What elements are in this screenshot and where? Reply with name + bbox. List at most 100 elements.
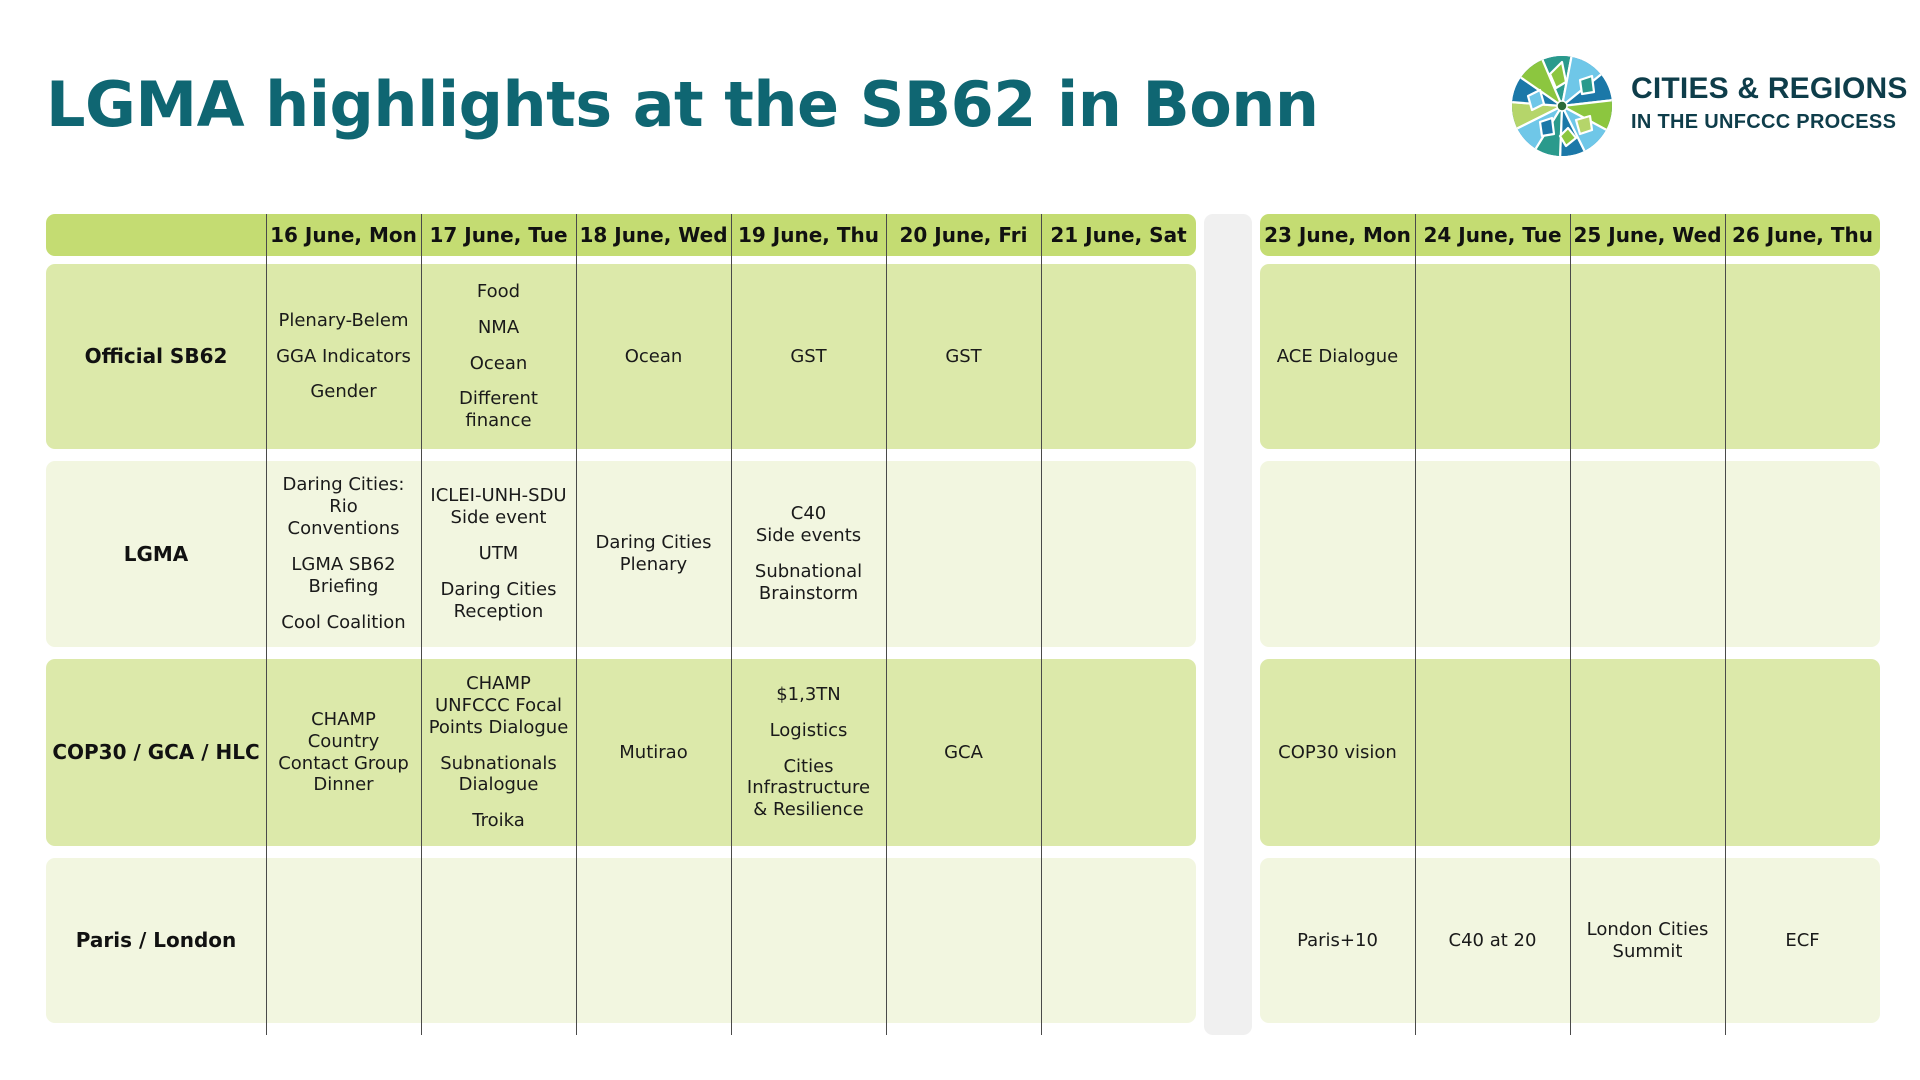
row-label: Official SB62 xyxy=(84,344,228,369)
event-item: CHAMP Country Contact Group Dinner xyxy=(278,708,409,796)
day-header: 21 June, Sat xyxy=(1050,222,1187,247)
schedule-cell xyxy=(731,858,886,1023)
event-item: GCA xyxy=(944,741,983,763)
schedule-cell xyxy=(1041,461,1196,647)
event-item: Ocean xyxy=(624,345,683,367)
event-item: ACE Dialogue xyxy=(1276,345,1399,367)
schedule-cell: ICLEI-UNH-SDU Side event UTM Daring Cities… xyxy=(421,461,576,647)
event-item: GGA Indicators xyxy=(276,345,411,367)
event-item: Daring Cities Reception xyxy=(440,578,557,622)
schedule-cell: GST xyxy=(731,264,886,449)
day-header: 16 June, Mon xyxy=(270,222,417,247)
logo-title: CITIES & REGIONS xyxy=(1631,72,1908,105)
schedule-cell xyxy=(1725,264,1880,449)
day-header: 23 June, Mon xyxy=(1264,222,1411,247)
mosaic-globe-icon xyxy=(1512,56,1612,156)
schedule-cell xyxy=(886,461,1041,647)
schedule-cell xyxy=(1415,264,1570,449)
week-gap-spacer xyxy=(1204,214,1252,1035)
event-item: Daring Cities Plenary xyxy=(595,532,712,575)
column-divider xyxy=(421,214,422,1035)
schedule-cell: C40 Side events Subnational Brainstorm xyxy=(731,461,886,647)
schedule-cell: COP30 vision xyxy=(1260,659,1415,846)
schedule-cell xyxy=(1260,461,1415,647)
column-divider xyxy=(1570,214,1571,1035)
column-divider xyxy=(1725,214,1726,1035)
column-divider xyxy=(1041,214,1042,1035)
event-item: Subnationals Dialogue xyxy=(440,752,557,796)
schedule-cell xyxy=(1041,659,1196,846)
schedule-cell xyxy=(576,858,731,1023)
day-header: 20 June, Fri xyxy=(899,222,1028,247)
row-band-week1 xyxy=(46,858,1196,1023)
event-item: LGMA SB62 Briefing xyxy=(291,554,396,597)
logo-subtitle: IN THE UNFCCC PROCESS xyxy=(1631,111,1897,133)
row-band-week1 xyxy=(46,659,1196,846)
event-item: Cool Coalition xyxy=(281,611,406,633)
day-header: 17 June, Tue xyxy=(429,222,568,247)
event-item: Subnational Brainstorm xyxy=(754,561,863,604)
row-label: LGMA xyxy=(123,541,189,566)
schedule-cell xyxy=(1725,461,1880,647)
event-item: Logistics xyxy=(769,719,848,741)
column-divider xyxy=(731,214,732,1035)
schedule-cell xyxy=(266,858,421,1023)
schedule-cell xyxy=(1570,264,1725,449)
event-item: C40 at 20 xyxy=(1448,929,1537,951)
event-item: GST xyxy=(945,345,982,367)
schedule-cell: ACE Dialogue xyxy=(1260,264,1415,449)
event-item: Cities Infrastructure & Resilience xyxy=(746,755,871,821)
schedule-cell: Food NMA Ocean Different finance xyxy=(421,264,576,449)
schedule-cell xyxy=(1415,461,1570,647)
schedule-cell xyxy=(1041,264,1196,449)
schedule-cell: CHAMP Country Contact Group Dinner xyxy=(266,659,421,846)
day-header: 25 June, Wed xyxy=(1573,222,1722,247)
event-item: CHAMP UNFCCC Focal Points Dialogue xyxy=(428,672,569,738)
page-title: LGMA highlights at the SB62 in Bonn xyxy=(46,68,1319,141)
schedule-cell xyxy=(1041,858,1196,1023)
schedule-cell xyxy=(1415,659,1570,846)
row-label: Paris / London xyxy=(75,928,237,953)
schedule-cell xyxy=(1570,659,1725,846)
event-item: Daring Cities: Rio Conventions xyxy=(282,474,405,540)
event-item: ECF xyxy=(1785,929,1820,951)
event-item: UTM xyxy=(478,543,519,565)
event-item: Different finance xyxy=(459,388,538,432)
schedule-cell: $1,3TN Logistics Cities Infrastructure & R… xyxy=(731,659,886,846)
schedule-cell: Daring Cities Plenary xyxy=(576,461,731,647)
event-item: ICLEI-UNH-SDU Side event xyxy=(430,485,567,529)
column-divider xyxy=(266,214,267,1035)
schedule-table: 16 June, Mon 17 June, Tue 18 June, Wed 19 J… xyxy=(46,214,1880,1035)
event-item: Gender xyxy=(310,381,377,403)
schedule-cell: Mutirao xyxy=(576,659,731,846)
cities-regions-logo: CITIES & REGIONS IN THE UNFCCC PROCESS xyxy=(1510,54,1907,158)
schedule-cell xyxy=(1725,659,1880,846)
column-divider xyxy=(886,214,887,1035)
event-item: Food xyxy=(476,280,521,302)
schedule-cell: GST xyxy=(886,264,1041,449)
schedule-cell: Ocean xyxy=(576,264,731,449)
event-item: $1,3TN xyxy=(776,683,841,705)
event-item: Plenary-Belem xyxy=(278,309,409,331)
event-item: London Cities Summit xyxy=(1586,918,1709,962)
day-header: 19 June, Thu xyxy=(738,222,879,247)
row-band-week1 xyxy=(46,461,1196,647)
column-divider xyxy=(576,214,577,1035)
column-divider xyxy=(1415,214,1416,1035)
event-item: C40 Side events xyxy=(755,503,862,547)
day-header: 18 June, Wed xyxy=(579,222,728,247)
event-item: Troika xyxy=(472,810,525,832)
schedule-cell: GCA xyxy=(886,659,1041,846)
schedule-cell: Plenary-Belem GGA Indicators Gender xyxy=(266,264,421,449)
schedule-cell: CHAMP UNFCCC Focal Points Dialogue Subnat… xyxy=(421,659,576,846)
schedule-cell xyxy=(1570,461,1725,647)
schedule-cell xyxy=(886,858,1041,1023)
schedule-cell xyxy=(421,858,576,1023)
schedule-cell: Daring Cities: Rio Conventions LGMA SB62 … xyxy=(266,461,421,647)
row-label: COP30 / GCA / HLC xyxy=(52,740,260,765)
event-item: GST xyxy=(790,345,827,367)
schedule-cell: C40 at 20 xyxy=(1415,858,1570,1023)
event-item: Paris+10 xyxy=(1297,929,1378,951)
event-item: Mutirao xyxy=(619,741,688,763)
day-header: 24 June, Tue xyxy=(1423,222,1562,247)
